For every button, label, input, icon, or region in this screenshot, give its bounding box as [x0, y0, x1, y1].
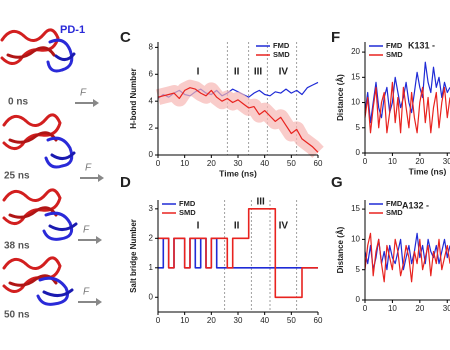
y-tick-label: 8 [149, 42, 154, 51]
x-tick-label: 40 [260, 316, 269, 325]
region-label: II [234, 67, 240, 78]
region-label: IV [279, 221, 289, 232]
legend-label: FMD [386, 199, 403, 208]
region-label: I [197, 221, 200, 232]
y-axis-label: Distance (Å) [336, 226, 345, 273]
y-tick-label: 20 [351, 47, 360, 56]
snapshot [2, 188, 78, 241]
x-tick-label: 0 [363, 157, 368, 166]
protein-snapshots [0, 28, 78, 306]
y-tick-label: 5 [356, 265, 361, 274]
y-tick-label: 2 [149, 233, 154, 242]
region-label: II [234, 221, 240, 232]
panel-label: D [120, 174, 131, 191]
force-label: F [80, 88, 87, 99]
force-label: F [85, 163, 92, 174]
legend-label: SMD [386, 208, 403, 217]
x-tick-label: 20 [415, 157, 424, 166]
force-label: F [83, 287, 90, 298]
series-line [157, 87, 319, 153]
x-tick-label: 0 [156, 316, 161, 325]
x-tick-label: 20 [415, 304, 424, 313]
region-label: III [254, 67, 263, 78]
y-axis-label: Salt bridge Number [129, 219, 138, 293]
x-tick-label: 50 [287, 159, 296, 168]
panel-label: G [331, 174, 343, 191]
panel-label: F [331, 29, 340, 46]
x-tick-label: 10 [180, 159, 189, 168]
y-axis-label: Distance (Å) [336, 74, 345, 121]
region-label: III [256, 197, 265, 208]
region-label: I [197, 67, 200, 78]
y-tick-label: 6 [149, 69, 154, 78]
x-tick-label: 10 [388, 304, 397, 313]
y-tick-label: 0 [356, 295, 361, 304]
x-tick-label: 60 [314, 159, 323, 168]
x-tick-label: 30 [443, 304, 450, 313]
series-line [158, 237, 318, 269]
x-tick-label: 40 [260, 159, 269, 168]
x-axis-label: Time (ns) [219, 168, 257, 178]
y-tick-label: 1 [149, 263, 154, 272]
y-tick-label: 15 [351, 204, 360, 213]
legend-label: FMD [179, 199, 196, 208]
legend-label: SMD [273, 50, 290, 59]
force-label: F [83, 225, 90, 236]
y-tick-label: 2 [149, 123, 154, 132]
legend-label: SMD [179, 208, 196, 217]
frame-time: 0 ns [8, 97, 28, 108]
x-axis-label: Time (ns) [409, 166, 447, 176]
x-tick-label: 10 [180, 316, 189, 325]
x-tick-label: 60 [314, 316, 323, 325]
y-tick-label: 0 [356, 148, 361, 157]
x-tick-label: 30 [234, 316, 243, 325]
series-spread [155, 79, 324, 158]
y-axis-label: H-bond Number [129, 68, 138, 128]
legend-label: FMD [386, 41, 403, 50]
panel: C 0 2 4 6 8 0 10 20 30 40 50 60 Time (ns) H-bond Numbe… [120, 29, 324, 178]
series-line [158, 208, 318, 299]
legend-label: SMD [386, 50, 403, 59]
frame-time: 25 ns [4, 171, 30, 182]
snapshot [0, 28, 76, 73]
x-tick-label: 30 [443, 157, 450, 166]
y-tick-label: 0 [149, 292, 154, 301]
x-tick-label: 50 [287, 316, 296, 325]
series-line [364, 232, 450, 283]
y-tick-label: 10 [351, 98, 360, 107]
x-tick-label: 0 [363, 304, 368, 313]
series-line [364, 61, 450, 124]
y-tick-label: 4 [149, 96, 154, 105]
panel-title: A132 - [402, 200, 429, 210]
series-line [364, 81, 450, 134]
panel-label: C [120, 29, 131, 46]
snapshot [2, 113, 76, 169]
panel-title: K131 - [408, 40, 435, 50]
frame-time: 38 ns [4, 241, 30, 252]
x-tick-label: 20 [207, 159, 216, 168]
y-tick-label: 15 [351, 72, 360, 81]
snapshot [2, 256, 74, 306]
y-tick-label: 5 [356, 123, 361, 132]
x-tick-label: 0 [156, 159, 161, 168]
force-arrows [75, 99, 104, 306]
y-tick-label: 3 [149, 204, 154, 213]
x-tick-label: 30 [234, 159, 243, 168]
region-label: IV [279, 67, 289, 78]
x-tick-label: 10 [388, 157, 397, 166]
structure-label: PD-1 [60, 24, 85, 36]
y-tick-label: 0 [149, 150, 154, 159]
y-tick-label: 10 [351, 235, 360, 244]
frame-time: 50 ns [4, 310, 30, 321]
legend-label: FMD [273, 41, 290, 50]
x-tick-label: 20 [207, 316, 216, 325]
